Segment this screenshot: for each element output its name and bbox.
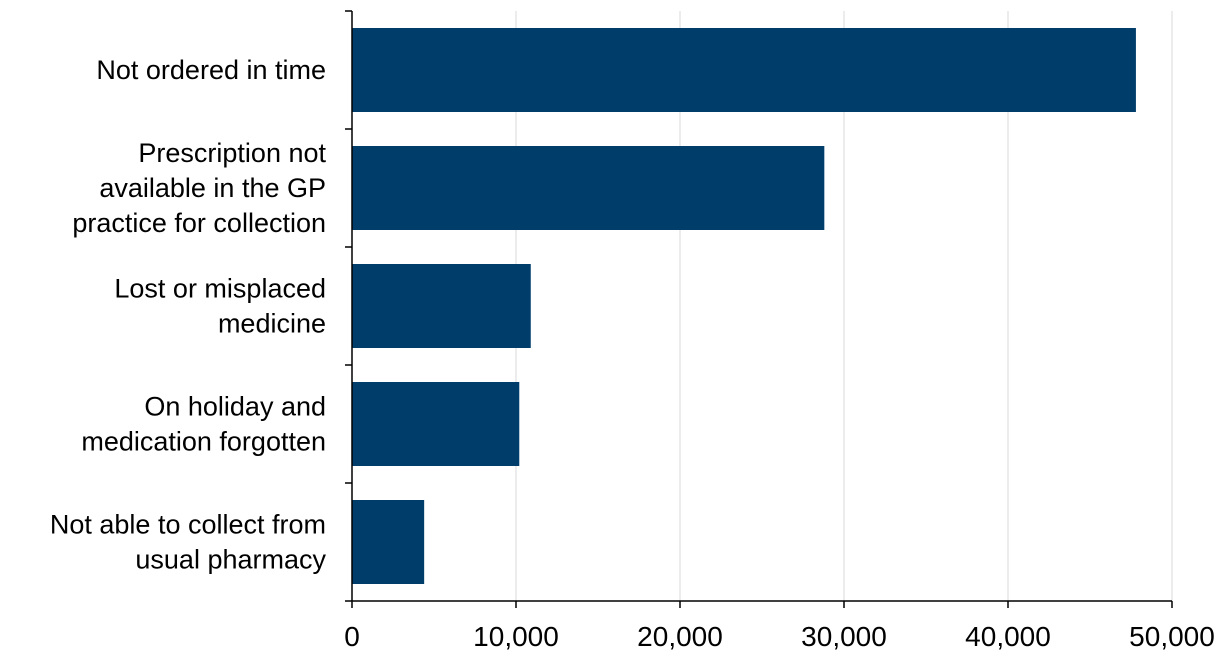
category-label: Prescription not available in the GP pract…: [72, 138, 326, 238]
category-label: Not ordered in time: [96, 55, 326, 85]
category-label-line: Prescription not: [138, 138, 326, 168]
bar-3: [352, 382, 520, 466]
x-tick-label: 20,000: [637, 621, 723, 652]
bars: [352, 28, 1136, 584]
x-axis-tick-labels: 0 10,000 20,000 30,000 40,000 50,000: [344, 621, 1215, 652]
x-tick-label: 10,000: [473, 621, 559, 652]
x-tick-label: 30,000: [801, 621, 887, 652]
bar-1: [352, 146, 825, 230]
category-label-line: medicine: [218, 309, 326, 339]
axes: [345, 10, 1173, 608]
category-label: Lost or misplaced medicine: [114, 274, 326, 339]
x-tick-label: 0: [344, 621, 360, 652]
category-label-line: Not ordered in time: [96, 55, 326, 85]
category-label-line: practice for collection: [72, 208, 326, 238]
category-label-line: available in the GP: [99, 173, 326, 203]
bar-4: [352, 500, 425, 584]
category-label: On holiday and medication forgotten: [81, 392, 326, 457]
category-label: Not able to collect from usual pharmacy: [50, 510, 327, 575]
category-label-line: On holiday and: [144, 392, 326, 422]
category-label-line: usual pharmacy: [135, 545, 326, 575]
y-axis-category-labels: Not ordered in time Prescription not avail…: [50, 55, 327, 575]
x-tick-label: 50,000: [1129, 621, 1215, 652]
bar-0: [352, 28, 1136, 112]
category-label-line: medication forgotten: [81, 427, 326, 457]
bar-2: [352, 264, 531, 348]
category-label-line: Not able to collect from: [50, 510, 326, 540]
x-tick-label: 40,000: [965, 621, 1051, 652]
category-label-line: Lost or misplaced: [114, 274, 326, 304]
